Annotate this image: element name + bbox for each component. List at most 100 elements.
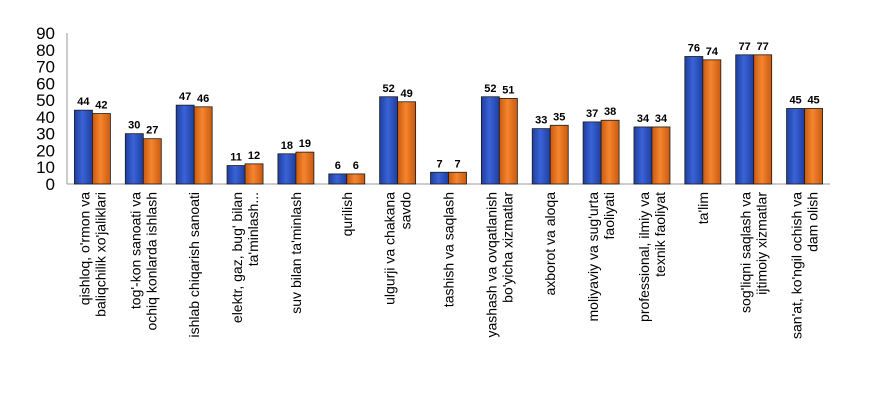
data-label-series-2-12: 74 <box>706 46 719 58</box>
category-label-14: san'at, ko'ngil ochish va dam olish <box>789 192 821 339</box>
bar-series-2-13 <box>753 54 773 185</box>
category-label-line: tashish va saqlash <box>441 192 457 307</box>
data-label-series-2-4: 19 <box>299 138 311 150</box>
category-label-line: ta'lim <box>695 192 711 224</box>
data-label-series-2-3: 12 <box>248 150 260 162</box>
category-label-line: ishlab chiqarish sanoati <box>186 192 202 338</box>
category-label-line: axborot va aloqa <box>542 192 558 296</box>
y-tick-label: 90 <box>36 24 55 43</box>
category-label-line: yashash va ovqatlanish <box>483 192 499 338</box>
bar-series-1-13 <box>735 54 755 185</box>
y-tick-label: 60 <box>36 74 55 93</box>
y-tick-label: 40 <box>36 108 55 127</box>
category-label-12: ta'lim <box>695 192 711 224</box>
bar-series-2-12 <box>702 59 722 185</box>
data-label-series-1-11: 34 <box>637 113 650 125</box>
bar-series-2-0 <box>92 113 111 185</box>
data-label-series-2-0: 42 <box>95 100 107 112</box>
data-label-series-1-4: 18 <box>281 140 293 152</box>
category-label-line: savdo <box>398 192 414 230</box>
data-label-series-1-10: 37 <box>586 108 598 120</box>
category-label-line: faoliyati <box>601 192 617 239</box>
category-label-8: yashash va ovqatlanish bo'yicha xizmatlar <box>483 192 515 338</box>
data-label-series-1-3: 11 <box>230 152 242 164</box>
bar-series-1-6 <box>379 96 399 185</box>
category-label-1: tog'-kon sanoati va ochiq konlarda ishlas… <box>127 192 159 331</box>
category-label-11: professional, ilmiy va texnik faoliyat <box>636 192 668 322</box>
bar-series-2-4 <box>295 151 315 185</box>
bar-series-1-14 <box>786 108 805 185</box>
data-label-series-1-5: 6 <box>335 160 341 172</box>
y-tick-label: 80 <box>36 41 55 60</box>
bar-series-1-2 <box>175 104 195 185</box>
data-label-series-2-6: 49 <box>401 88 413 100</box>
category-label-line: suv bilan ta'minlash <box>288 192 304 314</box>
data-label-series-1-9: 33 <box>535 115 547 127</box>
bar-series-1-11 <box>633 126 653 185</box>
category-label-10: moliyaviy va sug'urta faoliyati <box>585 192 617 322</box>
bars <box>74 54 823 185</box>
category-label-9: axborot va aloqa <box>542 192 558 296</box>
data-label-series-2-5: 6 <box>353 160 359 172</box>
category-label-line: ijtimoiy xizmatlar <box>754 192 770 295</box>
bar-series-2-7 <box>448 171 467 185</box>
bar-series-2-6 <box>397 101 417 185</box>
category-label-5: qurilish <box>339 192 355 236</box>
data-label-series-2-11: 34 <box>655 113 668 125</box>
category-label-line: bo'yicha xizmatlar <box>499 192 515 303</box>
category-label-line: moliyaviy va sug'urta <box>585 192 601 322</box>
bar-series-1-10 <box>582 121 602 185</box>
category-label-3: elektr, gaz, bug' bilan ta'minlash... <box>229 192 261 323</box>
category-label-line: qurilish <box>339 192 355 236</box>
bar-series-1-8 <box>480 96 500 185</box>
category-label-line: ulgurji va chakana <box>382 192 398 305</box>
bar-series-1-7 <box>430 171 449 185</box>
bar-series-1-1 <box>124 133 144 185</box>
bar-series-1-3 <box>226 165 246 185</box>
bar-series-1-5 <box>328 173 348 185</box>
data-label-series-2-9: 35 <box>553 111 565 123</box>
bar-series-1-4 <box>277 153 297 185</box>
bar-series-2-10 <box>600 119 620 185</box>
category-labels: qishloq, o'rmon va baliqchilik xo'jalikla… <box>76 192 820 339</box>
data-label-series-1-7: 7 <box>436 158 442 170</box>
data-label-series-2-13: 77 <box>757 41 769 53</box>
data-label-series-1-0: 44 <box>77 96 90 108</box>
data-label-series-2-10: 38 <box>604 106 616 118</box>
bar-series-2-3 <box>244 163 264 185</box>
data-label-series-1-2: 47 <box>179 91 191 103</box>
category-label-13: sog'liqni saqlash va ijtimoiy xizmatlar <box>738 192 770 313</box>
y-tick-label: 10 <box>36 158 55 177</box>
data-label-series-1-12: 76 <box>688 42 700 54</box>
category-label-line: san'at, ko'ngil ochish va <box>789 192 805 339</box>
category-label-line: dam olish <box>805 192 821 252</box>
bar-series-2-2 <box>193 106 213 185</box>
data-labels: 44 30 47 11 18 6 52 7 52 33 37 34 76 77 45 42 27 46 12 19 6 4… <box>77 41 819 172</box>
data-label-series-1-8: 52 <box>484 83 496 95</box>
category-label-line: baliqchilik xo'jaliklari <box>92 192 108 317</box>
bar-series-2-5 <box>346 173 366 185</box>
data-label-series-1-1: 30 <box>128 120 140 132</box>
category-label-6: ulgurji va chakana savdo <box>382 192 414 305</box>
bar-series-1-9 <box>531 128 551 185</box>
category-label-line: professional, ilmiy va <box>636 192 652 322</box>
category-label-0: qishloq, o'rmon va baliqchilik xo'jalikla… <box>76 192 108 317</box>
data-label-series-2-7: 7 <box>454 158 460 170</box>
data-label-series-2-14: 45 <box>807 95 819 107</box>
data-label-series-2-2: 46 <box>197 93 209 105</box>
data-label-series-2-8: 51 <box>502 84 514 96</box>
category-label-line: ta'minlash... <box>245 192 261 266</box>
data-label-series-1-6: 52 <box>383 83 395 95</box>
bar-series-2-9 <box>549 124 569 185</box>
category-label-4: suv bilan ta'minlash <box>288 192 304 314</box>
data-label-series-1-13: 77 <box>739 41 751 53</box>
category-label-2: ishlab chiqarish sanoati <box>186 192 202 338</box>
y-tick-label: 70 <box>36 58 55 77</box>
data-label-series-1-14: 45 <box>789 95 801 107</box>
data-label-series-2-1: 27 <box>146 125 158 137</box>
category-label-line: elektr, gaz, bug' bilan <box>229 192 245 323</box>
bar-series-1-0 <box>74 109 93 185</box>
bar-series-1-12 <box>684 56 704 185</box>
